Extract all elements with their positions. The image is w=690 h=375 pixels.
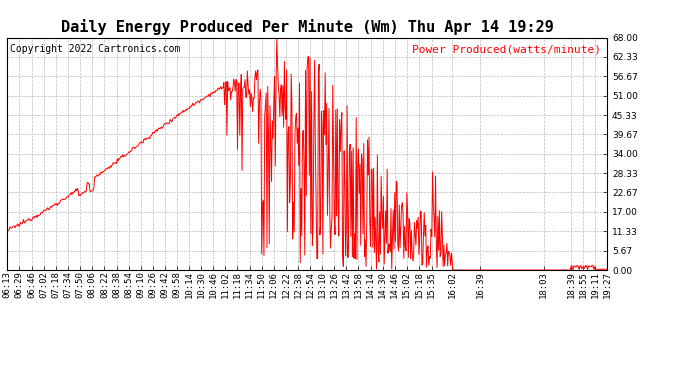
Title: Daily Energy Produced Per Minute (Wm) Thu Apr 14 19:29: Daily Energy Produced Per Minute (Wm) Th… — [61, 19, 553, 35]
Text: Copyright 2022 Cartronics.com: Copyright 2022 Cartronics.com — [10, 45, 180, 54]
Text: Power Produced(watts/minute): Power Produced(watts/minute) — [412, 45, 601, 54]
